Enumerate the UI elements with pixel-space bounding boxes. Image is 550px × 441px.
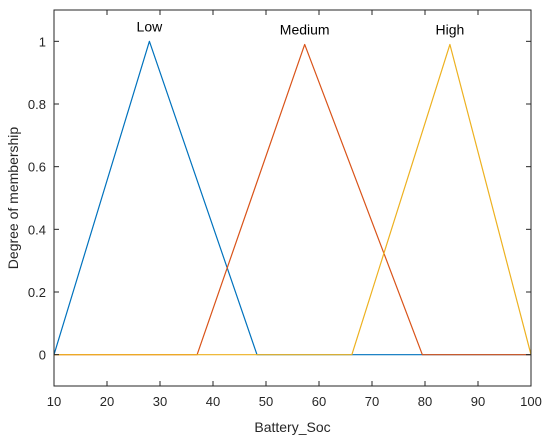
series-line-low bbox=[53, 40, 531, 356]
axes: 10 20 30 40 50 60 70 80 90 100 0 0.2 0.4 0.6 0.8 1 bbox=[28, 9, 542, 409]
series-line-high bbox=[54, 43, 532, 356]
y-tick-label: 0.8 bbox=[28, 97, 46, 112]
series-label-medium: Medium bbox=[280, 21, 330, 37]
x-tick-label: 70 bbox=[365, 394, 379, 409]
y-tick-label: 0.2 bbox=[28, 285, 46, 300]
y-axis-label: Degree of membership bbox=[5, 127, 21, 270]
series-label-high: High bbox=[436, 21, 465, 37]
plot-area: Low Medium High bbox=[53, 18, 532, 356]
x-tick-label: 10 bbox=[47, 394, 61, 409]
x-tick-label: 20 bbox=[100, 394, 114, 409]
y-tick-label: 0.4 bbox=[28, 222, 46, 237]
x-tick-label: 50 bbox=[259, 394, 273, 409]
series-label-low: Low bbox=[137, 18, 164, 34]
x-tick-label: 90 bbox=[471, 394, 485, 409]
x-axis-label: Battery_Soc bbox=[254, 419, 330, 435]
series-line-medium bbox=[54, 43, 531, 356]
x-tick-label: 40 bbox=[206, 394, 220, 409]
y-tick-label: 1 bbox=[39, 34, 46, 49]
x-tick-label: 60 bbox=[312, 394, 326, 409]
y-tick-label: 0 bbox=[39, 348, 46, 363]
x-tick-label: 100 bbox=[520, 394, 542, 409]
x-tick-label: 80 bbox=[418, 394, 432, 409]
x-tick-label: 30 bbox=[153, 394, 167, 409]
axes-box bbox=[53, 9, 532, 387]
y-tick-label: 0.6 bbox=[28, 160, 46, 175]
